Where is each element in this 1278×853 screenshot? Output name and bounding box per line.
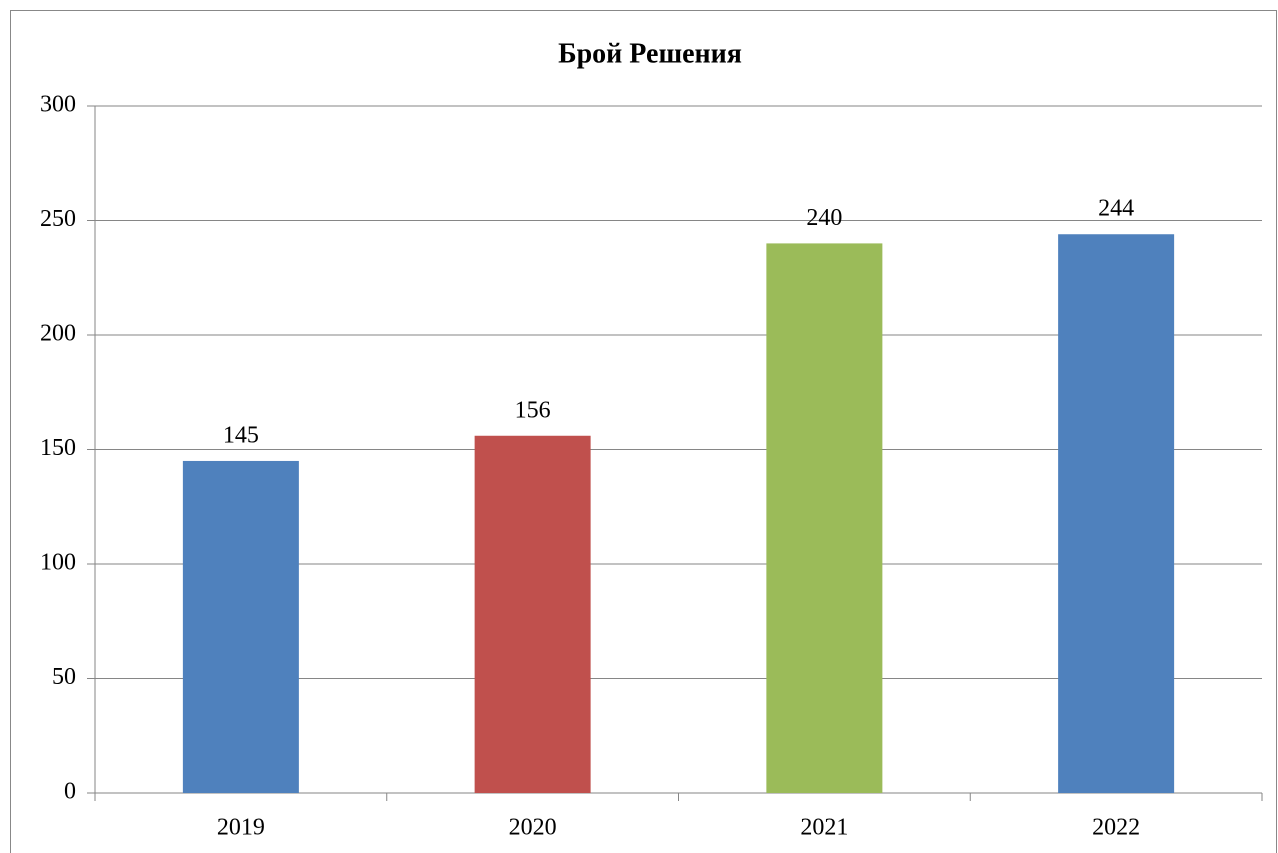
y-tick-label: 250 xyxy=(40,206,76,232)
data-label: 145 xyxy=(223,422,259,448)
data-label: 156 xyxy=(515,397,551,423)
y-tick-label: 50 xyxy=(52,664,76,690)
y-tick-label: 0 xyxy=(64,779,76,805)
y-tick-label: 100 xyxy=(40,550,76,576)
y-tick-label: 150 xyxy=(40,435,76,461)
bar xyxy=(474,435,591,793)
bar xyxy=(182,460,299,793)
x-tick-label: 2022 xyxy=(1092,815,1140,841)
data-label: 244 xyxy=(1098,196,1134,222)
x-tick-label: 2020 xyxy=(509,815,557,841)
y-tick-label: 300 xyxy=(40,92,76,118)
data-label: 240 xyxy=(806,205,842,231)
bar xyxy=(766,243,883,793)
chart-title: Брой Решения xyxy=(558,38,742,69)
y-tick-label: 200 xyxy=(40,321,76,347)
x-tick-label: 2019 xyxy=(217,815,265,841)
bar xyxy=(1058,234,1175,794)
x-tick-label: 2021 xyxy=(800,815,848,841)
